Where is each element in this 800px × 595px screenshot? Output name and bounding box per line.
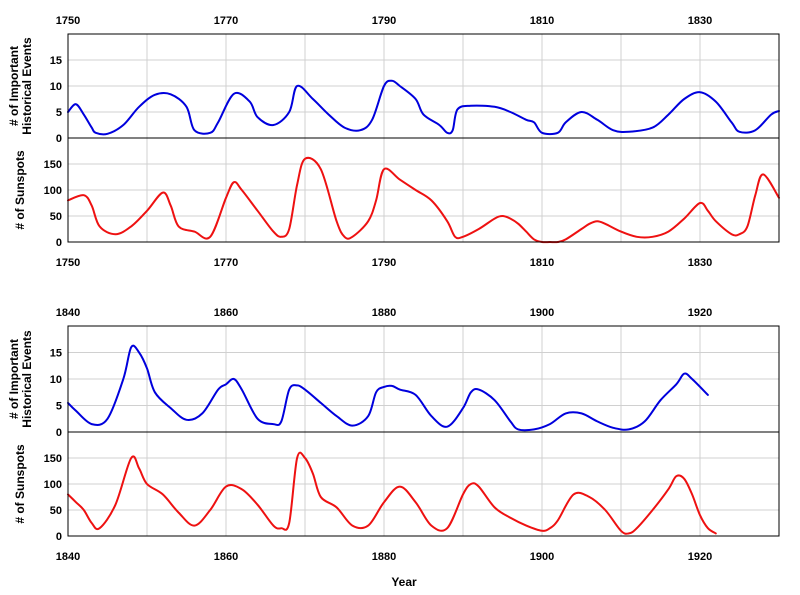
bottom-year-label: 1880 [372, 551, 396, 563]
top-year-label: 1860 [214, 307, 238, 319]
bottom-year-label: 1860 [214, 551, 238, 563]
y-tick-label: 100 [44, 479, 62, 491]
sunspots-panel: 0 50 100 150 # of Sunspots [13, 137, 780, 249]
top-year-label: 1750 [56, 15, 80, 27]
y-tick-label: 0 [56, 237, 62, 249]
y-tick-label: 150 [44, 159, 62, 171]
panel-frame [67, 137, 780, 243]
bottom-year-label: 1840 [56, 551, 80, 563]
bottom-year-label: 1920 [688, 551, 712, 563]
events-panel: 0 5 10 15 # of ImportantHistorical Events [7, 33, 780, 145]
events-series-line [67, 79, 780, 136]
y-tick-label: 10 [50, 81, 62, 93]
bottom-year-label: 1900 [530, 551, 554, 563]
y-axis-title-line: # of Important [7, 46, 21, 126]
top-year-label: 1790 [372, 15, 396, 27]
y-axis-title-line: # of Sunspots [13, 444, 27, 524]
panel-frame [67, 431, 780, 537]
y-tick-label: 5 [56, 401, 62, 413]
bottom-year-label: 1790 [372, 257, 396, 269]
y-tick-label: 0 [56, 427, 62, 439]
y-tick-label: 50 [50, 505, 62, 517]
top-year-label: 1880 [372, 307, 396, 319]
x-axis-label: Year [391, 575, 417, 589]
y-tick-label: 15 [50, 55, 62, 67]
top-year-label: 1770 [214, 15, 238, 27]
y-axis-title: # of Sunspots [13, 444, 27, 524]
y-axis-title-line: Historical Events [20, 330, 34, 428]
bottom-year-label: 1810 [530, 257, 554, 269]
y-axis-title: # of ImportantHistorical Events [7, 37, 34, 135]
top-year-label: 1810 [530, 15, 554, 27]
y-tick-label: 0 [56, 531, 62, 543]
row-1840: 1840 1860 1880 1900 1920 0 5 10 15 # of Important… [7, 307, 780, 563]
y-tick-label: 0 [56, 133, 62, 145]
sunspots-series-line [67, 156, 780, 244]
y-axis-title-line: # of Important [7, 339, 21, 419]
y-axis-title-line: # of Sunspots [13, 150, 27, 230]
sunspots-series-line [67, 451, 717, 535]
top-year-label: 1830 [688, 15, 712, 27]
y-tick-label: 5 [56, 107, 62, 119]
y-tick-label: 100 [44, 185, 62, 197]
y-tick-label: 15 [50, 348, 62, 360]
y-axis-title-line: Historical Events [20, 37, 34, 135]
top-year-label: 1900 [530, 307, 554, 319]
y-axis-title: # of Sunspots [13, 150, 27, 230]
y-tick-label: 10 [50, 374, 62, 386]
top-year-label: 1840 [56, 307, 80, 319]
bottom-year-label: 1750 [56, 257, 80, 269]
bottom-year-label: 1830 [688, 257, 712, 269]
bottom-year-label: 1770 [214, 257, 238, 269]
events-series-line [67, 344, 709, 432]
events-panel: 0 5 10 15 # of ImportantHistorical Events [7, 325, 780, 439]
top-year-label: 1920 [688, 307, 712, 319]
row-1750: 1750 1770 1790 1810 1830 0 5 10 15 # of Important… [7, 15, 780, 269]
y-tick-label: 50 [50, 211, 62, 223]
y-tick-label: 150 [44, 453, 62, 465]
sunspots-panel: 0 50 100 150 # of Sunspots [13, 431, 780, 543]
y-axis-title: # of ImportantHistorical Events [7, 330, 34, 428]
